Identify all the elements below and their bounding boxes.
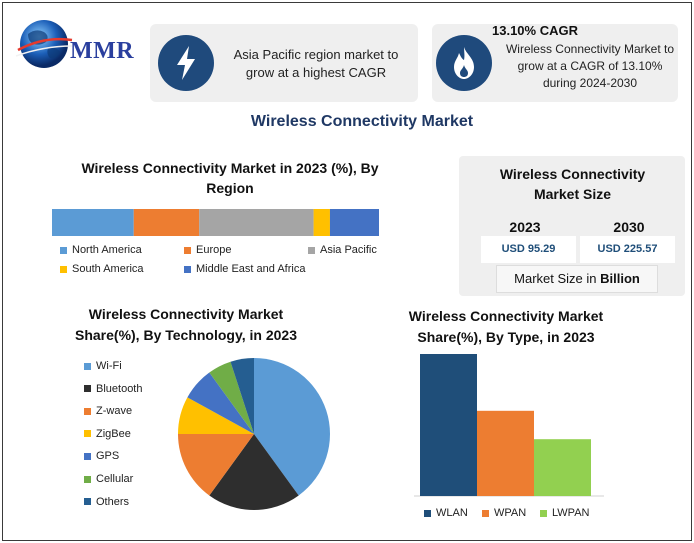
lightning-icon	[158, 35, 214, 91]
technology-legend-z-wave-label: Z-wave	[96, 405, 133, 418]
market-size-year-2: 2030	[613, 219, 645, 235]
region-legend-europe-label: Europe	[196, 244, 232, 256]
technology-legend-z-wave: Z-wave	[84, 405, 132, 417]
type-legend-wlan: WLAN	[424, 507, 468, 519]
info-card-cagr-text: Wireless Connectivity Market to grow at …	[505, 42, 675, 90]
region-legend-middle-east-and-africa-swatch	[184, 265, 191, 273]
technology-legend-bluetooth-swatch	[84, 385, 91, 393]
technology-legend-others-label: Others	[96, 495, 130, 508]
technology-legend-cellular: Cellular	[84, 473, 133, 485]
type-legend-lwpan-swatch	[540, 509, 547, 517]
market-size-value-1: USD 95.29	[481, 236, 576, 263]
main-title: Wireless Connectivity Market	[250, 113, 474, 130]
technology-legend-zigbee: ZigBee	[84, 428, 131, 440]
pie-slice-wi-fi	[254, 358, 330, 496]
technology-chart-title: Wireless Connectivity Market Share(%), B…	[75, 306, 297, 343]
type-legend-lwpan-label: LWPAN	[552, 507, 590, 519]
technology-legend-wi-fi-swatch	[84, 362, 91, 370]
region-segment-south-america	[313, 209, 330, 236]
technology-legend-gps-label: GPS	[96, 450, 120, 463]
technology-legend-wi-fi: Wi-Fi	[84, 360, 122, 372]
region-legend-south-america: South America	[60, 263, 144, 275]
technology-legend-gps-swatch	[84, 452, 91, 460]
market-size-title: Wireless Connectivity Market Size	[499, 166, 646, 202]
region-legend-europe-swatch	[184, 246, 191, 254]
region-legend-south-america-label: South America	[72, 263, 144, 275]
market-size-year-1: 2023	[509, 219, 541, 235]
pie-slice-bluetooth	[209, 434, 299, 510]
logo: MMR	[14, 16, 144, 72]
technology-legend-zigbee-label: ZigBee	[96, 427, 131, 440]
pie-slice-others	[230, 358, 254, 434]
pie-slice-zigbee	[178, 397, 254, 434]
cagr-title: 13.10% CAGR	[492, 23, 578, 38]
info-card-cagr	[432, 24, 678, 102]
region-legend-middle-east-and-africa: Middle East and Africa	[184, 263, 305, 275]
region-legend-europe: Europe	[184, 244, 231, 256]
pie-slice-z-wave	[178, 434, 254, 496]
globe-icon	[15, 20, 73, 68]
type-legend-wlan-swatch	[424, 509, 431, 517]
type-legend-wpan: WPAN	[482, 507, 526, 519]
type-chart-title: Wireless Connectivity Market Share(%), B…	[408, 308, 604, 345]
region-legend-middle-east-and-africa-label: Middle East and Africa	[196, 263, 306, 275]
type-legend-wpan-swatch	[482, 509, 489, 517]
logo-text: MMR	[70, 38, 135, 64]
technology-legend-others: Others	[84, 496, 129, 508]
market-size-footer: Market Size in Billion	[496, 265, 658, 293]
type-legend-lwpan: LWPAN	[540, 507, 590, 519]
market-size-footer-unit: Billion	[600, 271, 640, 286]
region-legend-asia-pacific: Asia Pacific	[308, 244, 377, 256]
technology-legend-z-wave-swatch	[84, 407, 91, 415]
type-bar-wpan	[477, 410, 534, 496]
type-legend-wpan-label: WPAN	[494, 507, 527, 519]
market-size-value-2: USD 225.57	[580, 236, 675, 263]
region-segment-north-america	[52, 209, 134, 236]
technology-legend-bluetooth-label: Bluetooth	[96, 382, 143, 395]
region-chart-title: Wireless Connectivity Market in 2023 (%)…	[81, 160, 379, 196]
flame-icon	[436, 35, 492, 91]
type-legend-wlan-label: WLAN	[436, 507, 468, 519]
technology-legend-cellular-swatch	[84, 475, 91, 483]
technology-legend-wi-fi-label: Wi-Fi	[96, 360, 122, 372]
technology-legend-zigbee-swatch	[84, 430, 91, 438]
region-stacked-bar	[52, 209, 379, 236]
region-legend-north-america-swatch	[60, 246, 67, 254]
type-bar-chart	[414, 354, 604, 497]
type-bar-wlan	[420, 354, 477, 496]
region-legend-asia-pacific-swatch	[308, 246, 315, 254]
technology-legend-cellular-label: Cellular	[96, 473, 134, 485]
region-legend-north-america-label: North America	[72, 244, 142, 256]
region-legend-south-america-swatch	[60, 265, 67, 273]
info-card-region: Asia Pacific region market to grow at a …	[150, 24, 418, 102]
region-segment-asia-pacific	[199, 209, 314, 236]
region-segment-europe	[133, 209, 200, 236]
technology-legend-gps: GPS	[84, 450, 119, 462]
market-size-footer-prefix: Market Size in	[514, 271, 601, 286]
region-segment-middle-east-and-africa	[329, 209, 379, 236]
region-legend-north-america: North America	[60, 244, 142, 256]
technology-pie-chart	[178, 358, 330, 510]
pie-slice-cellular	[209, 361, 254, 434]
technology-legend-bluetooth: Bluetooth	[84, 383, 142, 395]
pie-slice-gps	[187, 372, 254, 434]
info-card-region-text: Asia Pacific region market to grow at a …	[233, 47, 399, 80]
technology-legend-others-swatch	[84, 498, 91, 506]
region-legend-asia-pacific-label: Asia Pacific	[320, 244, 377, 256]
type-bar-lwpan	[534, 439, 591, 496]
